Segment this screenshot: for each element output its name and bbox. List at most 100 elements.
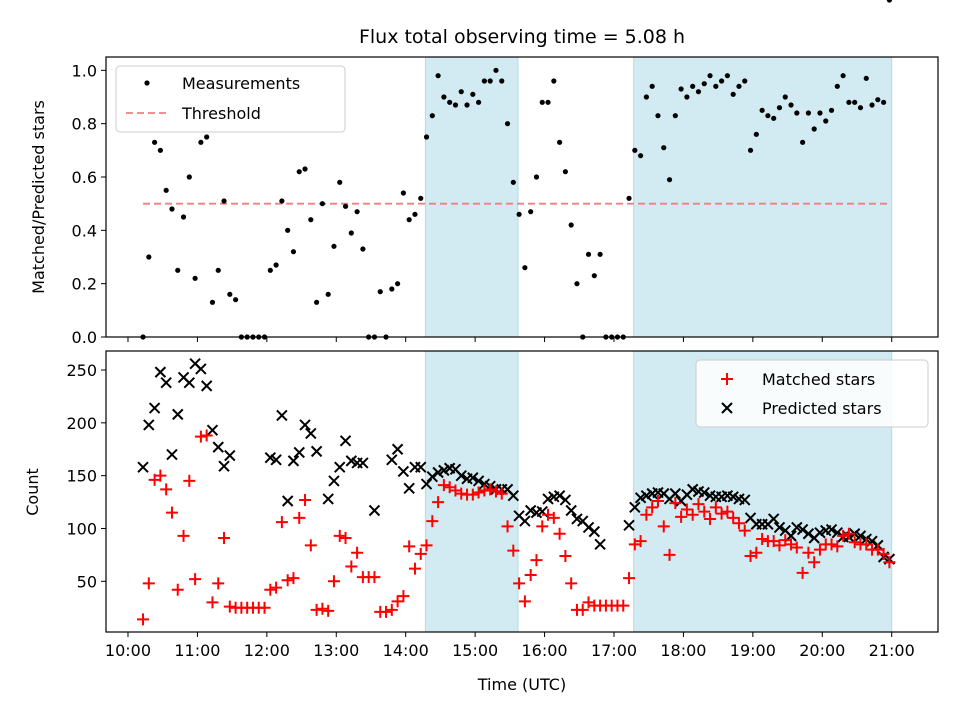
matched-star-point: [223, 600, 236, 613]
matched-star-point: [455, 487, 468, 500]
matched-star-point: [553, 527, 566, 540]
matched-star-point: [281, 574, 294, 587]
measurement-point: [395, 281, 401, 287]
measurement-point: [719, 78, 725, 84]
matched-star-point: [646, 501, 659, 514]
bottom-plot-frame: [105, 350, 939, 633]
y-tick-label: 150: [66, 467, 97, 486]
matched-star-point: [513, 577, 526, 590]
measurement-point: [736, 83, 742, 89]
matched-star-point: [796, 566, 809, 579]
measurement-point: [724, 73, 730, 79]
legend-predicted-marker: [721, 402, 733, 414]
matched-star-point: [397, 590, 410, 603]
matched-star-point: [877, 547, 890, 560]
x-tick-label: 17:00: [591, 641, 637, 660]
matched-star-point: [773, 539, 786, 552]
measurement-point: [377, 289, 383, 295]
matched-star-point: [547, 511, 560, 524]
matched-star-point: [478, 484, 491, 497]
predicted-star-point: [154, 366, 167, 378]
measurement-point: [476, 99, 482, 105]
matched-star-point: [177, 529, 190, 542]
matched-star-point: [270, 581, 283, 594]
measurement-point: [771, 115, 777, 121]
matched-star-point: [842, 527, 855, 540]
predicted-star-point: [160, 376, 172, 389]
matched-star-point: [414, 547, 427, 560]
predicted-star-point: [854, 530, 867, 542]
matched-star-point: [489, 485, 502, 498]
x-tick-label: 19:00: [730, 641, 776, 660]
measurement-point: [684, 94, 690, 100]
measurement-point: [730, 91, 736, 97]
matched-star-point: [501, 520, 514, 533]
matched-star-point: [472, 486, 485, 499]
predicted-star-point: [796, 523, 809, 536]
measurement-point: [163, 187, 169, 193]
measurement-point: [204, 134, 210, 140]
bottom-x-ticks: 10:00 11:00 12:00 13:00 14:00 15:00 16:00 17:00…: [105, 632, 915, 660]
matched-star-point: [299, 493, 312, 506]
predicted-star-point: [183, 376, 196, 389]
matched-star-point: [154, 469, 167, 482]
x-tick-label: 13:00: [313, 641, 359, 660]
measurement-point: [458, 89, 464, 95]
measurement-point: [215, 267, 221, 273]
matched-star-point: [304, 539, 317, 552]
measurement-point: [632, 147, 638, 153]
predicted-star-point: [472, 475, 485, 487]
measurement-point: [290, 249, 297, 255]
matched-star-point: [692, 498, 705, 511]
measurement-point: [198, 139, 204, 145]
matched-star-point: [183, 474, 196, 487]
matched-star-point: [165, 506, 178, 519]
predicted-star-point: [507, 490, 520, 502]
predicted-star-point: [825, 523, 838, 536]
predicted-star-point: [328, 475, 340, 487]
predicted-star-point: [415, 461, 427, 473]
matched-star-point: [651, 495, 664, 508]
matched-star-point: [565, 577, 578, 590]
bottom-legend-box: [695, 359, 929, 428]
measurement-point: [800, 139, 806, 145]
measurement-point: [285, 227, 291, 233]
top-x-ticks: [127, 337, 893, 342]
matched-star-point: [808, 556, 821, 569]
top-shaded-intervals: [424, 56, 893, 338]
matched-star-point: [189, 573, 202, 586]
matched-star-point: [403, 540, 416, 553]
matched-star-point: [160, 483, 173, 496]
matched-stars-points: [137, 429, 896, 626]
predicted-star-point: [391, 443, 404, 455]
measurement-point: [157, 147, 163, 153]
predicted-star-point: [200, 380, 213, 392]
x-tick-label: 18:00: [660, 641, 706, 660]
measurement-point: [666, 177, 673, 183]
x-tick-label: 15:00: [452, 641, 498, 660]
x-tick-label: 10:00: [105, 641, 151, 660]
measurement-point: [840, 73, 846, 79]
measurement-point: [794, 110, 800, 116]
measurement-point: [348, 230, 354, 236]
matched-star-point: [698, 505, 711, 518]
predicted-star-point: [368, 504, 381, 517]
predicted-star-point: [698, 486, 710, 499]
measurement-point: [522, 265, 528, 271]
measurement-point: [308, 217, 314, 223]
measurement-point: [400, 190, 406, 196]
measurement-point: [273, 262, 279, 268]
measurement-point: [852, 99, 858, 105]
measurement-point: [533, 174, 540, 180]
measurement-point: [551, 78, 557, 84]
predicted-star-point: [310, 445, 323, 458]
measurement-point: [429, 113, 435, 119]
legend-matched-marker: [721, 373, 733, 385]
matched-star-point: [536, 520, 549, 533]
measurement-point: [516, 211, 522, 217]
bottom-y-axis-label: Count: [23, 468, 42, 516]
measurement-point: [447, 99, 453, 105]
x-axis-label: Time (UTC): [477, 675, 566, 694]
matched-star-point: [790, 541, 803, 554]
top-plot-frame: [105, 56, 939, 338]
